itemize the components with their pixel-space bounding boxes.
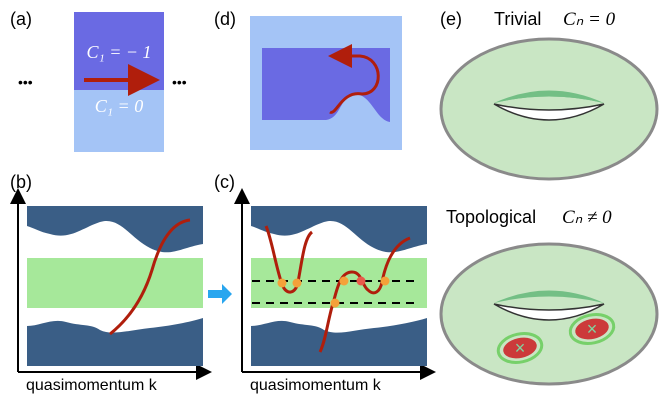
xlabel-c: quasimomentum k — [250, 377, 382, 394]
transition-arrow — [208, 284, 232, 304]
panel-d: (d) — [214, 9, 402, 150]
torus-trivial — [439, 37, 659, 181]
topological-chern-eq: Cₙ ≠ 0 — [562, 207, 612, 228]
upper-band-c — [251, 206, 427, 253]
panel-b: (b) quasimomentum k — [10, 172, 212, 394]
panel-b-tag: (b) — [10, 172, 32, 192]
panel-a: (a) C₁ = − 1 C₁ = 0 ••• ••• — [10, 9, 187, 152]
label-c1-zero: C₁ = 0 — [95, 96, 143, 116]
xlabel-b: quasimomentum k — [26, 377, 158, 394]
crossing-dot — [292, 278, 302, 288]
panel-e: (e) Trivial Cₙ = 0 Topological Cₙ ≠ 0 × … — [439, 9, 659, 386]
edge-path-arrow — [328, 44, 380, 114]
defect-left: × — [496, 332, 544, 364]
gap-band-b — [27, 258, 203, 308]
ellipsis-right: ••• — [172, 74, 187, 90]
panel-a-tag: (a) — [10, 9, 32, 29]
crossing-dot — [330, 298, 340, 308]
trivial-label: Trivial — [494, 9, 541, 29]
crossing-dot — [380, 276, 390, 286]
defect-x-mark: × — [515, 338, 526, 358]
panel-d-tag: (d) — [214, 9, 236, 29]
torus-trivial-hole-top — [494, 90, 604, 103]
crossing-dot — [356, 276, 366, 286]
topological-label: Topological — [446, 207, 536, 227]
crossing-dot — [277, 278, 287, 288]
torus-topological-hole-top — [494, 290, 604, 303]
panel-c: (c) quasimomentum k — [214, 172, 436, 394]
upper-band-b — [27, 206, 203, 253]
defect-right: × — [568, 313, 616, 345]
panel-e-tag: (e) — [440, 9, 462, 29]
edge-state-b — [109, 218, 191, 336]
torus-trivial-hole — [493, 103, 605, 121]
lower-band-b — [27, 318, 203, 366]
label-c1-minus-one: C₁ = − 1 — [86, 42, 151, 62]
trivial-chern-eq: Cₙ = 0 — [563, 9, 616, 30]
panel-c-tag: (c) — [214, 172, 235, 192]
edge-state-c-left — [264, 225, 314, 294]
lower-band-c — [251, 318, 427, 366]
region-inner-dark — [262, 48, 390, 122]
crossing-dot — [339, 276, 349, 286]
torus-topological-hole — [493, 303, 605, 321]
region-c1-zero — [74, 90, 164, 152]
defect-x-mark: × — [587, 319, 598, 339]
ellipsis-left: ••• — [18, 74, 33, 90]
